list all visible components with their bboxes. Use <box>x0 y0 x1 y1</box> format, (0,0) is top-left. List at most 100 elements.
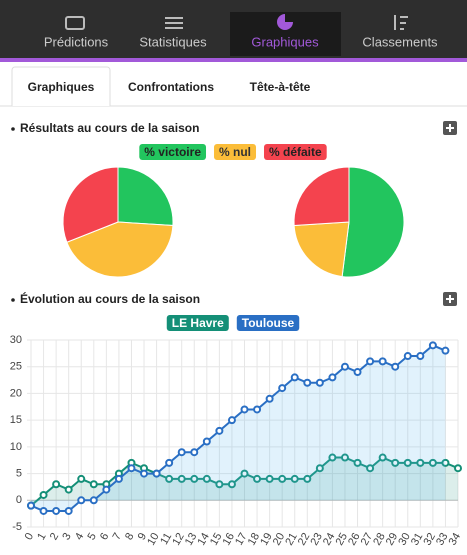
x-tick-label: 23 <box>308 531 325 548</box>
point <box>253 474 262 483</box>
x-tick-label: 10 <box>145 531 162 548</box>
x-tick-label: 27 <box>359 531 376 548</box>
point <box>353 368 362 377</box>
point <box>391 362 400 371</box>
point <box>165 474 174 483</box>
point <box>278 384 287 393</box>
x-tick-label: 11 <box>158 531 174 547</box>
pie-slice <box>66 221 174 278</box>
x-tick-label: 1 <box>35 531 48 542</box>
point <box>416 352 425 361</box>
x-tick-label: 19 <box>258 531 275 548</box>
point <box>315 464 324 473</box>
x-tick-label: 13 <box>183 531 200 548</box>
x-tick-label: 9 <box>136 531 149 542</box>
point <box>190 474 199 483</box>
sub-tab[interactable]: Graphiques <box>28 80 95 94</box>
x-tick-label: 0 <box>23 531 36 542</box>
y-tick-label: 5 <box>16 467 22 479</box>
nav-tab[interactable]: Graphiques <box>251 34 319 49</box>
tab-active <box>11 66 111 106</box>
nav-tab[interactable]: Classements <box>362 34 438 49</box>
point <box>303 474 312 483</box>
legend-badge[interactable] <box>264 144 327 160</box>
pie-slice <box>62 166 119 243</box>
x-tick-label: 7 <box>111 531 124 542</box>
point <box>140 469 149 478</box>
legend-badge[interactable] <box>214 144 257 160</box>
point <box>52 480 61 489</box>
point <box>89 496 98 505</box>
point <box>454 464 462 473</box>
point <box>215 426 224 435</box>
point <box>441 346 450 355</box>
nav-tab[interactable]: Statistiques <box>139 34 207 49</box>
x-tick-label: 6 <box>98 531 111 542</box>
legend-badge[interactable] <box>139 144 207 160</box>
x-tick-label: 16 <box>221 531 238 548</box>
point <box>391 458 400 467</box>
x-tick-label: 25 <box>334 531 351 548</box>
pie-slice <box>293 166 350 226</box>
point <box>290 474 299 483</box>
x-tick-label: 4 <box>73 531 86 542</box>
legend-label: % nul <box>219 145 251 159</box>
x-tick-label: 5 <box>85 531 98 542</box>
bullet <box>11 298 15 302</box>
point <box>202 437 211 446</box>
point <box>315 378 324 387</box>
bullet <box>11 127 15 131</box>
section-title: Évolution au cours de la saison <box>20 291 200 306</box>
x-tick-label: 22 <box>296 531 313 548</box>
point <box>240 469 249 478</box>
y-tick-label: -5 <box>12 521 22 533</box>
point <box>240 405 249 414</box>
point <box>253 405 262 414</box>
pie-slice <box>117 166 174 226</box>
point <box>428 341 437 350</box>
x-tick-label: 3 <box>60 531 73 542</box>
point <box>52 506 61 515</box>
line <box>30 344 446 512</box>
icon-predictions <box>65 16 85 30</box>
x-tick-label: 26 <box>346 531 363 548</box>
point <box>202 474 211 483</box>
x-tick-label: 32 <box>421 531 438 548</box>
point <box>340 453 349 462</box>
y-tick-label: 0 <box>16 494 22 506</box>
nav-accent <box>0 58 467 62</box>
point <box>114 474 123 483</box>
point <box>89 480 98 489</box>
sub-tab[interactable]: Confrontations <box>128 80 214 94</box>
area <box>31 457 458 506</box>
point <box>177 474 186 483</box>
legend-badge[interactable] <box>236 315 300 331</box>
x-tick-label: 17 <box>233 531 250 548</box>
point <box>328 453 337 462</box>
nav-active-bg <box>230 12 341 56</box>
x-tick-label: 30 <box>396 531 413 548</box>
point <box>303 378 312 387</box>
sub-tab[interactable]: Tête-à-tête <box>250 80 311 94</box>
add-button[interactable] <box>443 121 457 135</box>
point <box>227 416 236 425</box>
x-tick-label: 21 <box>283 531 300 548</box>
icon-graphs <box>277 14 293 30</box>
point <box>403 352 412 361</box>
x-tick-label: 33 <box>434 531 451 548</box>
nav-tab[interactable]: Prédictions <box>44 34 109 49</box>
point <box>265 474 274 483</box>
x-tick-label: 12 <box>170 531 187 548</box>
add-button[interactable] <box>443 292 457 306</box>
x-tick-label: 20 <box>271 531 288 548</box>
x-tick-label: 14 <box>195 531 212 548</box>
legend-label: Toulouse <box>242 316 295 330</box>
legend-badge[interactable] <box>166 315 229 331</box>
point <box>278 474 287 483</box>
y-tick-label: 15 <box>10 414 22 426</box>
y-tick-label: 30 <box>10 334 22 346</box>
legend-label: % défaite <box>269 145 322 159</box>
point <box>64 506 73 515</box>
point <box>177 448 186 457</box>
